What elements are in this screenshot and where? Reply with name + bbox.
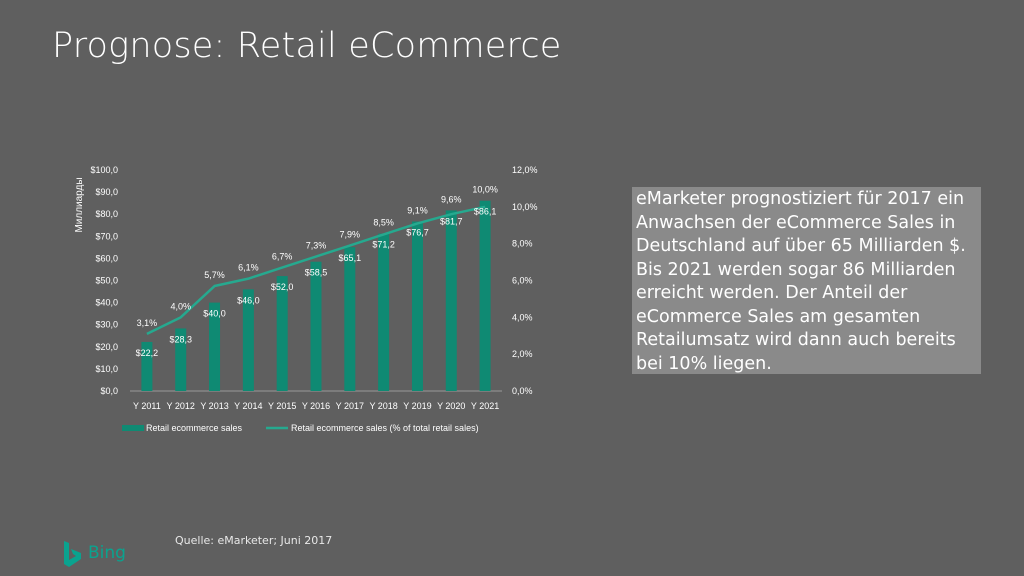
y2-tick-label: 10,0% [512, 202, 538, 212]
line-data-label: 9,1% [407, 205, 428, 215]
y-tick-label: $70,0 [95, 231, 118, 241]
y2-tick-label: 12,0% [512, 165, 538, 175]
bar [310, 261, 322, 391]
x-tick-label: Y 2018 [369, 401, 397, 411]
bar [242, 289, 254, 391]
bar [141, 341, 153, 391]
bar-data-label: $65,1 [339, 253, 362, 263]
y2-tick-label: 4,0% [512, 312, 533, 322]
bar [175, 328, 187, 391]
bing-logo-icon [64, 541, 81, 567]
y-axis-title: Миллиарды [74, 177, 85, 232]
y-tick-label: $30,0 [95, 320, 118, 330]
y2-tick-label: 6,0% [512, 276, 533, 286]
summary-textbox: eMarketer prognostiziert für 2017 ein An… [632, 187, 981, 374]
x-tick-label: Y 2016 [302, 401, 330, 411]
y-tick-label: $60,0 [95, 253, 118, 263]
slide-title: Prognose: Retail eCommerce [52, 26, 562, 66]
y-tick-label: $10,0 [95, 364, 118, 374]
y-tick-label: $0,0 [100, 386, 118, 396]
y2-tick-label: 2,0% [512, 349, 533, 359]
bar [445, 210, 457, 391]
x-tick-label: Y 2015 [268, 401, 296, 411]
bar-data-label: $86,1 [474, 207, 497, 217]
bar-data-label: $52,0 [271, 282, 294, 292]
x-tick-label: Y 2013 [200, 401, 228, 411]
x-tick-label: Y 2020 [437, 401, 465, 411]
line-data-label: 4,0% [170, 301, 191, 311]
legend-bar-label: Retail ecommerce sales [146, 423, 243, 433]
x-tick-label: Y 2011 [133, 401, 161, 411]
bar-data-label: $81,7 [440, 216, 463, 226]
bar [209, 302, 221, 391]
bar-data-label: $40,0 [203, 309, 226, 319]
bar [411, 221, 423, 391]
legend-line-label: Retail ecommerce sales (% of total retai… [291, 423, 479, 433]
legend-bar-swatch [122, 425, 144, 431]
y2-tick-label: 8,0% [512, 239, 533, 249]
x-tick-label: Y 2014 [234, 401, 262, 411]
x-tick-label: Y 2019 [403, 401, 431, 411]
bar-data-label: $46,0 [237, 295, 260, 305]
y-tick-label: $40,0 [95, 298, 118, 308]
x-tick-label: Y 2012 [167, 401, 195, 411]
line-data-label: 6,7% [272, 252, 293, 262]
line-data-label: 3,1% [137, 318, 158, 328]
y-tick-label: $20,0 [95, 342, 118, 352]
line-data-label: 9,6% [441, 194, 462, 204]
bar [378, 233, 390, 391]
y2-tick-label: 0,0% [512, 386, 533, 396]
bar-data-label: $58,5 [305, 268, 328, 278]
bar-data-label: $76,7 [406, 227, 429, 237]
line-data-label: 5,7% [204, 270, 225, 280]
y-tick-label: $80,0 [95, 209, 118, 219]
bar [276, 276, 288, 391]
bar-data-label: $22,2 [136, 348, 159, 358]
bar [344, 247, 356, 391]
line-data-label: 6,1% [238, 263, 259, 273]
y-tick-label: $100,0 [90, 165, 118, 175]
source-note: Quelle: eMarketer; Juni 2017 [175, 534, 333, 547]
line-data-label: 10,0% [472, 185, 498, 195]
y-tick-label: $90,0 [95, 187, 118, 197]
line-data-label: 7,9% [340, 230, 361, 240]
x-tick-label: Y 2021 [471, 401, 499, 411]
x-tick-label: Y 2017 [336, 401, 364, 411]
bar-data-label: $28,3 [169, 334, 192, 344]
line-data-label: 8,5% [373, 218, 394, 228]
series-line [146, 205, 486, 336]
bar [479, 200, 491, 391]
bing-logo-text: Bing [88, 543, 126, 563]
line-data-label: 7,3% [306, 241, 327, 251]
y-tick-label: $50,0 [95, 276, 118, 286]
bar-data-label: $71,2 [372, 240, 395, 250]
